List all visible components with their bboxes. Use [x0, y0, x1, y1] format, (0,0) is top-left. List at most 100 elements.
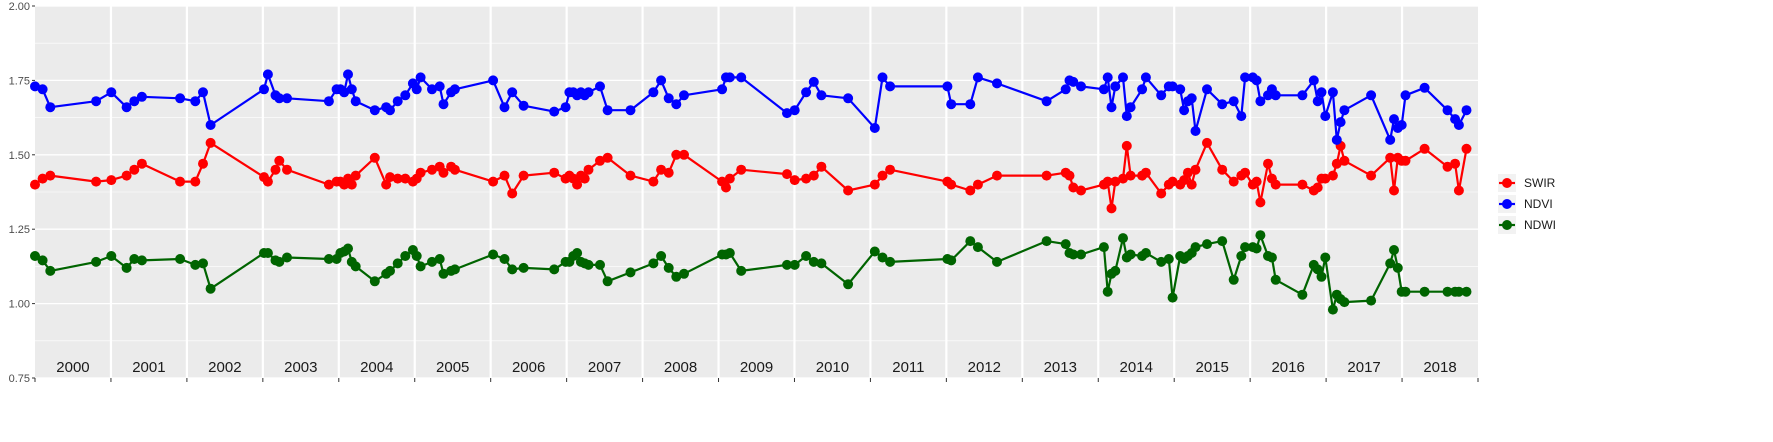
data-point-swir [190, 176, 201, 187]
data-point-swir [1102, 176, 1113, 187]
data-point-swir [1121, 140, 1132, 151]
year-label: 2006 [512, 359, 545, 376]
data-point-ndwi [572, 248, 583, 258]
data-point-ndwi [1240, 242, 1251, 253]
data-point-ndwi [499, 254, 510, 264]
data-point-ndwi [175, 254, 186, 264]
data-point-swir [369, 152, 380, 163]
data-point-swir [323, 179, 334, 190]
data-point-ndvi [438, 99, 449, 110]
data-point-swir [400, 173, 411, 184]
data-point-ndvi [1186, 93, 1197, 104]
data-point-ndvi [1140, 72, 1151, 83]
data-point-swir [602, 152, 613, 163]
data-point-swir [438, 167, 449, 178]
data-point-ndvi [1179, 105, 1190, 116]
data-point-ndvi [1396, 120, 1407, 130]
data-point-ndwi [1339, 297, 1350, 308]
data-point-ndwi [323, 254, 334, 264]
data-point-swir [136, 158, 147, 169]
data-point-ndwi [190, 259, 201, 270]
data-point-ndvi [1461, 105, 1472, 116]
grid [35, 5, 1478, 379]
data-point-swir [1389, 185, 1399, 196]
data-point-ndwi [488, 249, 499, 260]
data-point-ndvi [262, 69, 273, 80]
series-ndvi [30, 69, 1472, 145]
data-point-swir [1453, 185, 1464, 196]
data-point-swir [656, 164, 667, 175]
data-point-ndwi [449, 264, 460, 275]
data-point-swir [869, 179, 880, 190]
data-point-ndvi [339, 87, 350, 98]
data-point-ndvi [400, 90, 411, 101]
data-point-swir [1251, 176, 1262, 187]
data-point-ndwi [1266, 252, 1277, 263]
data-point-swir [1106, 203, 1117, 214]
data-point-ndvi [885, 81, 896, 92]
legend-item-ndvi: NDVI [1498, 195, 1553, 213]
data-point-swir [282, 164, 292, 175]
y-tick-label: 0.75 [9, 373, 30, 385]
data-point-ndwi [45, 265, 56, 276]
data-point-ndwi [507, 264, 518, 275]
data-point-ndvi [136, 91, 147, 102]
series-ndwi [30, 230, 1472, 315]
data-point-swir [1190, 164, 1201, 175]
data-point-swir [1450, 158, 1461, 169]
data-point-swir [663, 167, 674, 178]
data-point-ndwi [816, 258, 827, 269]
data-point-swir [801, 173, 812, 184]
data-point-ndvi [1297, 90, 1308, 101]
data-point-swir [205, 137, 216, 148]
data-point-ndvi [671, 99, 682, 110]
year-label: 2007 [588, 359, 621, 376]
legend-marker-swir [1502, 178, 1512, 188]
legend-label-swir: SWIR [1524, 176, 1556, 190]
data-point-ndwi [106, 251, 117, 261]
data-point-ndwi [1419, 286, 1430, 297]
data-point-swir [1068, 182, 1079, 193]
axes: 0.75 1.00 1.25 1.50 1.75 2.00 [9, 1, 1479, 385]
data-point-ndvi [1106, 102, 1117, 113]
data-point-swir [1118, 173, 1128, 184]
data-point-ndvi [602, 105, 613, 116]
data-point-ndwi [369, 276, 380, 287]
data-point-ndvi [1190, 126, 1201, 136]
data-point-ndwi [625, 267, 636, 278]
data-point-ndwi [1140, 248, 1151, 258]
data-point-ndwi [274, 256, 285, 267]
data-point-ndvi [1121, 111, 1132, 122]
data-point-ndvi [965, 99, 976, 110]
data-point-ndwi [1156, 256, 1167, 267]
data-point-swir [270, 164, 281, 175]
data-point-ndwi [789, 259, 800, 270]
data-point-swir [37, 173, 48, 184]
data-point-ndvi [1060, 84, 1071, 95]
data-point-ndwi [1461, 286, 1472, 297]
data-point-swir [427, 164, 437, 175]
data-point-ndvi [1156, 90, 1167, 101]
data-point-swir [1125, 170, 1136, 181]
data-point-swir [350, 170, 361, 181]
data-point-ndvi [1316, 87, 1327, 98]
data-point-ndvi [1327, 87, 1338, 98]
legend-item-swir: SWIR [1498, 174, 1556, 192]
data-point-ndvi [392, 96, 403, 107]
data-point-ndvi [343, 69, 353, 80]
data-point-swir [721, 182, 731, 193]
data-point-ndwi [1190, 242, 1201, 253]
data-point-swir [808, 170, 819, 181]
data-point-swir [346, 179, 357, 190]
data-point-ndwi [1453, 286, 1464, 297]
data-point-swir [595, 155, 605, 166]
data-point-ndwi [1400, 286, 1411, 297]
data-point-ndvi [724, 72, 735, 83]
data-point-swir [1461, 143, 1472, 154]
year-label: 2001 [132, 359, 165, 376]
data-point-swir [579, 173, 590, 184]
data-point-ndwi [400, 251, 411, 261]
data-point-ndvi [679, 90, 689, 101]
data-point-ndvi [992, 78, 1002, 89]
series-layer [30, 69, 1472, 315]
